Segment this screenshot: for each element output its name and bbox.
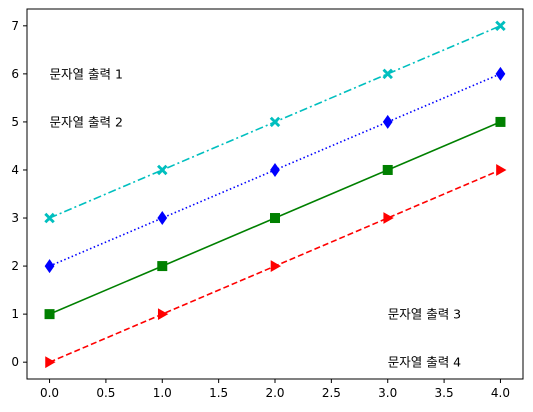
annotation-label: 문자열 출력 3 — [388, 307, 461, 322]
y-tick-label: 5 — [11, 115, 19, 129]
series-3-point-5 — [495, 66, 506, 81]
annotation-label: 문자열 출력 1 — [50, 66, 123, 81]
x-tick-label: 2.0 — [265, 386, 284, 400]
x-tick-label: 1.0 — [153, 386, 172, 400]
series-2-point-3 — [269, 213, 280, 224]
series-3-point-1 — [44, 259, 55, 274]
series-4-point-1 — [44, 212, 55, 224]
y-tick-label: 2 — [11, 259, 19, 273]
y-tick-label: 7 — [11, 19, 19, 33]
x-tick-label: 3.0 — [378, 386, 397, 400]
series-4-point-3 — [269, 116, 281, 128]
y-tick-label: 0 — [11, 355, 19, 369]
series-1-point-5 — [496, 164, 507, 176]
x-tick-label: 0.0 — [40, 386, 59, 400]
series-4 — [44, 20, 506, 224]
series-3-point-2 — [157, 211, 168, 226]
annotation-layer: 문자열 출력 1 문자열 출력 2 문자열 출력 3 문자열 출력 4 — [50, 66, 462, 369]
x-tick-label: 0.5 — [96, 386, 115, 400]
y-tick-label: 4 — [11, 163, 19, 177]
series-2-point-2 — [157, 261, 168, 272]
series-4-point-2 — [157, 164, 168, 176]
y-tick-label: 6 — [11, 67, 19, 81]
series-4-point-5 — [495, 20, 506, 32]
x-tick-label: 3.5 — [435, 386, 454, 400]
series-4-point-4 — [382, 68, 393, 80]
series-2-point-5 — [495, 116, 506, 127]
series-3-point-4 — [382, 114, 393, 129]
annotation-label: 문자열 출력 2 — [50, 114, 123, 129]
plot-area — [27, 9, 523, 379]
x-tick-label: 2.5 — [322, 386, 341, 400]
series-1-point-4 — [383, 212, 394, 224]
annotation-label: 문자열 출력 4 — [388, 355, 461, 370]
series-2-point-4 — [382, 164, 393, 175]
series-2 — [44, 116, 506, 320]
x-tick-label: 4.0 — [491, 386, 510, 400]
series-1-point-2 — [157, 308, 169, 321]
series-3 — [44, 66, 506, 274]
y-tick-label: 1 — [11, 307, 19, 321]
y-tick-label: 3 — [11, 211, 19, 225]
series-1-point-1 — [45, 356, 56, 369]
axis-layer: 0.0 0.5 1.0 1.5 2.0 2.5 3.0 3.5 4.0 0 1 2 3 4 5 6 7 — [11, 19, 510, 400]
plot-frame — [26, 8, 524, 380]
x-tick-label: 1.5 — [209, 386, 228, 400]
series-3-point-3 — [270, 162, 280, 177]
series-layer — [44, 20, 507, 369]
series-2-point-1 — [44, 309, 55, 320]
series-1-point-3 — [270, 260, 282, 272]
series-1 — [45, 164, 507, 369]
